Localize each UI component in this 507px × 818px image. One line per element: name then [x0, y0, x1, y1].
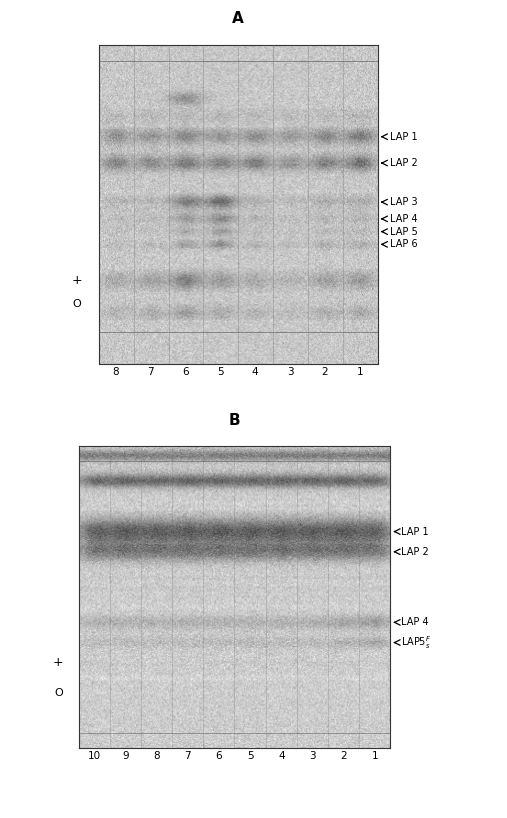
Text: LAP5$_s^F$: LAP5$_s^F$ [402, 634, 431, 651]
Text: +: + [71, 274, 82, 287]
Text: O: O [73, 299, 81, 309]
Text: LAP 6: LAP 6 [390, 240, 417, 249]
Text: LAP 1: LAP 1 [390, 132, 417, 142]
Text: LAP 2: LAP 2 [402, 546, 429, 557]
Text: +: + [53, 656, 64, 669]
Text: LAP 3: LAP 3 [390, 197, 417, 207]
Text: B: B [229, 412, 240, 428]
Text: A: A [232, 11, 244, 26]
Text: O: O [54, 688, 63, 698]
Text: LAP 5: LAP 5 [390, 227, 417, 236]
Text: LAP 4: LAP 4 [402, 618, 429, 627]
Text: LAP 2: LAP 2 [390, 158, 417, 168]
Text: LAP 4: LAP 4 [390, 213, 417, 224]
Text: LAP 1: LAP 1 [402, 527, 429, 537]
